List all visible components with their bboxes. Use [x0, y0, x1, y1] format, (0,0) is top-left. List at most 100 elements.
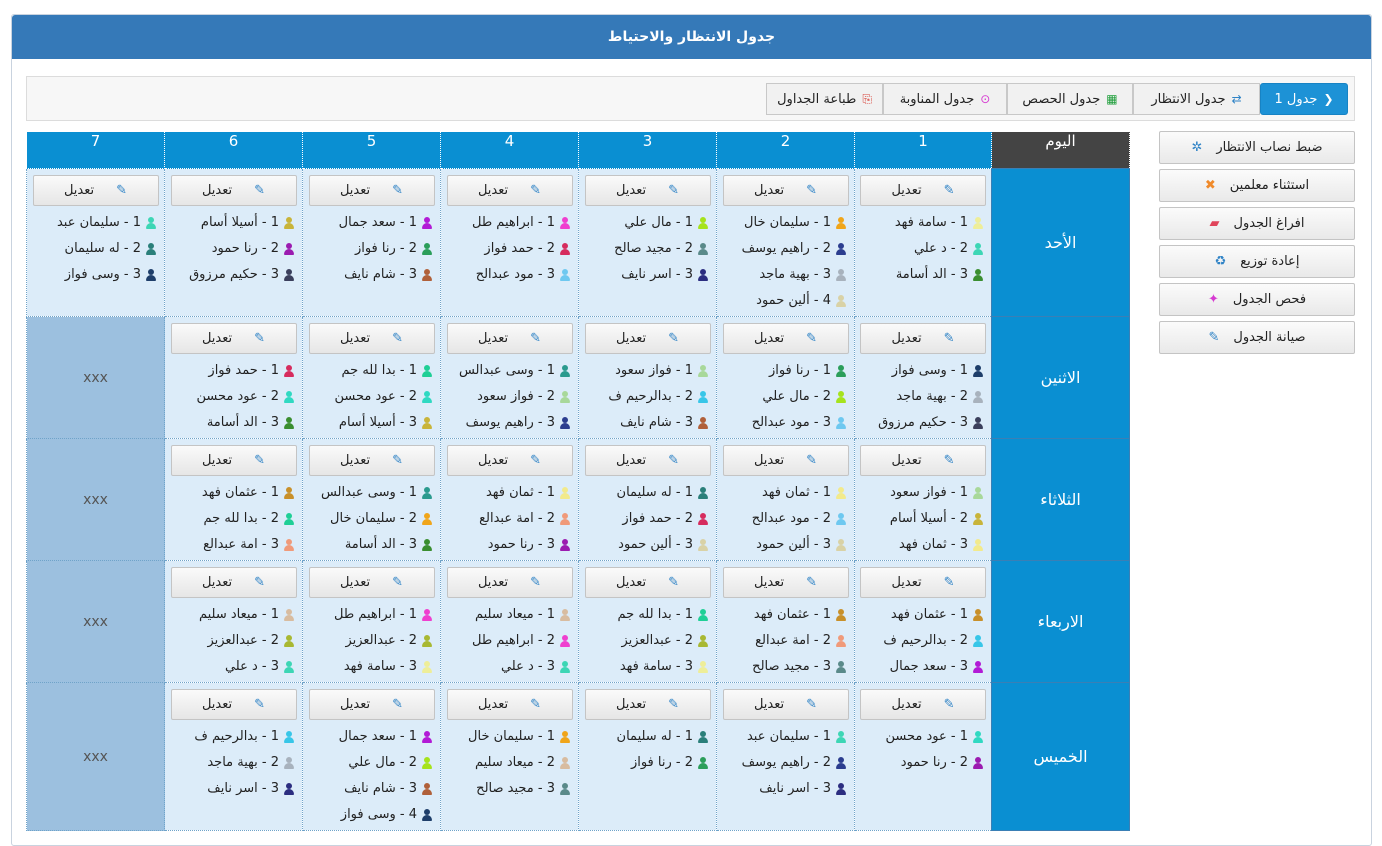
teacher-entry[interactable]: 3 - الد أسامة	[859, 262, 983, 288]
tab-table-1[interactable]: ❮ جدول 1	[1260, 83, 1348, 115]
teacher-entry[interactable]: 3 - ألين حمود	[583, 532, 708, 558]
teacher-entry[interactable]: 3 - مود عبدالح	[445, 262, 570, 288]
teacher-entry[interactable]: 1 - بدا لله جم	[583, 602, 708, 628]
teacher-entry[interactable]: 2 - مجيد صالح	[583, 236, 708, 262]
tab-duty-table[interactable]: ⊙ جدول المناوبة	[883, 83, 1007, 115]
teacher-entry[interactable]: 2 - مود عبدالح	[721, 506, 846, 532]
teacher-entry[interactable]: 1 - وسى عبدالس	[307, 480, 432, 506]
teacher-entry[interactable]: 2 - بدالرحيم ف	[859, 628, 983, 654]
teacher-entry[interactable]: 1 - ميعاد سليم	[169, 602, 294, 628]
side-action-button[interactable]: افراغ الجدول ▰	[1159, 207, 1355, 240]
teacher-entry[interactable]: 2 - رنا فواز	[583, 750, 708, 776]
teacher-entry[interactable]: 2 - عبدالعزيز	[169, 628, 294, 654]
edit-button[interactable]: ✎ تعديل	[308, 175, 435, 206]
edit-button[interactable]: ✎ تعديل	[446, 323, 573, 354]
edit-button[interactable]: ✎ تعديل	[860, 445, 986, 476]
teacher-entry[interactable]: 3 - مجيد صالح	[445, 776, 570, 802]
teacher-entry[interactable]: 2 - عبدالعزيز	[583, 628, 708, 654]
edit-button[interactable]: ✎ تعديل	[584, 175, 711, 206]
edit-button[interactable]: ✎ تعديل	[860, 567, 986, 598]
edit-button[interactable]: ✎ تعديل	[308, 689, 435, 720]
teacher-entry[interactable]: 1 - بدا لله جم	[307, 358, 432, 384]
edit-button[interactable]: ✎ تعديل	[446, 445, 573, 476]
teacher-entry[interactable]: 1 - فواز سعود	[859, 480, 983, 506]
teacher-entry[interactable]: 4 - وسى فواز	[307, 802, 432, 828]
teacher-entry[interactable]: 2 - حمد فواز	[445, 236, 570, 262]
edit-button[interactable]: ✎ تعديل	[584, 445, 711, 476]
teacher-entry[interactable]: 1 - عثمان فهد	[169, 480, 294, 506]
teacher-entry[interactable]: 2 - ميعاد سليم	[445, 750, 570, 776]
teacher-entry[interactable]: 3 - بهية ماجد	[721, 262, 846, 288]
teacher-entry[interactable]: 1 - له سليمان	[583, 480, 708, 506]
teacher-entry[interactable]: 2 - رنا حمود	[859, 750, 983, 776]
teacher-entry[interactable]: 3 - اسر نايف	[583, 262, 708, 288]
teacher-entry[interactable]: 2 - مال علي	[721, 384, 846, 410]
teacher-entry[interactable]: 2 - عود محسن	[307, 384, 432, 410]
tab-print-tables[interactable]: ⎘ طباعة الجداول	[766, 83, 883, 115]
edit-button[interactable]: ✎ تعديل	[308, 323, 435, 354]
side-action-button[interactable]: فحص الجدول ✦	[1159, 283, 1355, 316]
teacher-entry[interactable]: 2 - بدالرحيم ف	[583, 384, 708, 410]
teacher-entry[interactable]: 1 - سليمان عبد	[721, 724, 846, 750]
teacher-entry[interactable]: 2 - فواز سعود	[445, 384, 570, 410]
edit-button[interactable]: ✎ تعديل	[722, 323, 849, 354]
teacher-entry[interactable]: 2 - مال علي	[307, 750, 432, 776]
teacher-entry[interactable]: 1 - عثمان فهد	[721, 602, 846, 628]
teacher-entry[interactable]: 3 - وسى فواز	[31, 262, 156, 288]
teacher-entry[interactable]: 1 - سليمان خال	[445, 724, 570, 750]
teacher-entry[interactable]: 1 - سعد جمال	[307, 210, 432, 236]
edit-button[interactable]: ✎ تعديل	[308, 567, 435, 598]
side-action-button[interactable]: استثناء معلمين ✖	[1159, 169, 1355, 202]
teacher-entry[interactable]: 2 - له سليمان	[31, 236, 156, 262]
tab-classes-table[interactable]: ▦ جدول الحصص	[1007, 83, 1133, 115]
teacher-entry[interactable]: 1 - سليمان عبد	[31, 210, 156, 236]
teacher-entry[interactable]: 1 - وسى فواز	[859, 358, 983, 384]
teacher-entry[interactable]: 3 - د علي	[169, 654, 294, 680]
teacher-entry[interactable]: 1 - حمد فواز	[169, 358, 294, 384]
teacher-entry[interactable]: 3 - رنا حمود	[445, 532, 570, 558]
teacher-entry[interactable]: 4 - ألين حمود	[721, 288, 846, 314]
edit-button[interactable]: ✎ تعديل	[722, 175, 849, 206]
teacher-entry[interactable]: 3 - امة عبدالع	[169, 532, 294, 558]
edit-button[interactable]: ✎ تعديل	[170, 445, 297, 476]
teacher-entry[interactable]: 3 - حكيم مرزوق	[169, 262, 294, 288]
edit-button[interactable]: ✎ تعديل	[446, 175, 573, 206]
teacher-entry[interactable]: 1 - ابراهيم طل	[307, 602, 432, 628]
edit-button[interactable]: ✎ تعديل	[170, 689, 297, 720]
teacher-entry[interactable]: 3 - مود عبدالح	[721, 410, 846, 436]
teacher-entry[interactable]: 2 - رنا حمود	[169, 236, 294, 262]
teacher-entry[interactable]: 3 - سامة فهد	[583, 654, 708, 680]
edit-button[interactable]: ✎ تعديل	[584, 323, 711, 354]
teacher-entry[interactable]: 2 - بهية ماجد	[169, 750, 294, 776]
side-action-button[interactable]: ضبط نصاب الانتظار ✲	[1159, 131, 1355, 164]
edit-button[interactable]: ✎ تعديل	[722, 567, 849, 598]
edit-button[interactable]: ✎ تعديل	[860, 323, 986, 354]
teacher-entry[interactable]: 1 - أسيلا أسام	[169, 210, 294, 236]
edit-button[interactable]: ✎ تعديل	[446, 689, 573, 720]
teacher-entry[interactable]: 2 - د علي	[859, 236, 983, 262]
teacher-entry[interactable]: 3 - شام نايف	[583, 410, 708, 436]
teacher-entry[interactable]: 3 - حكيم مرزوق	[859, 410, 983, 436]
teacher-entry[interactable]: 3 - سعد جمال	[859, 654, 983, 680]
teacher-entry[interactable]: 2 - عبدالعزيز	[307, 628, 432, 654]
edit-button[interactable]: ✎ تعديل	[584, 689, 711, 720]
teacher-entry[interactable]: 2 - أسيلا أسام	[859, 506, 983, 532]
edit-button[interactable]: ✎ تعديل	[446, 567, 573, 598]
teacher-entry[interactable]: 3 - ثمان فهد	[859, 532, 983, 558]
side-action-button[interactable]: صيانة الجدول ✎	[1159, 321, 1355, 354]
teacher-entry[interactable]: 2 - سليمان خال	[307, 506, 432, 532]
edit-button[interactable]: ✎ تعديل	[722, 445, 849, 476]
teacher-entry[interactable]: 2 - امة عبدالع	[721, 628, 846, 654]
teacher-entry[interactable]: 1 - عثمان فهد	[859, 602, 983, 628]
teacher-entry[interactable]: 1 - ابراهيم طل	[445, 210, 570, 236]
teacher-entry[interactable]: 1 - بدالرحيم ف	[169, 724, 294, 750]
teacher-entry[interactable]: 3 - اسر نايف	[169, 776, 294, 802]
teacher-entry[interactable]: 3 - د علي	[445, 654, 570, 680]
teacher-entry[interactable]: 3 - اسر نايف	[721, 776, 846, 802]
teacher-entry[interactable]: 3 - مجيد صالح	[721, 654, 846, 680]
teacher-entry[interactable]: 1 - عود محسن	[859, 724, 983, 750]
teacher-entry[interactable]: 1 - ثمان فهد	[445, 480, 570, 506]
teacher-entry[interactable]: 1 - مال علي	[583, 210, 708, 236]
teacher-entry[interactable]: 2 - بدا لله جم	[169, 506, 294, 532]
edit-button[interactable]: ✎ تعديل	[722, 689, 849, 720]
